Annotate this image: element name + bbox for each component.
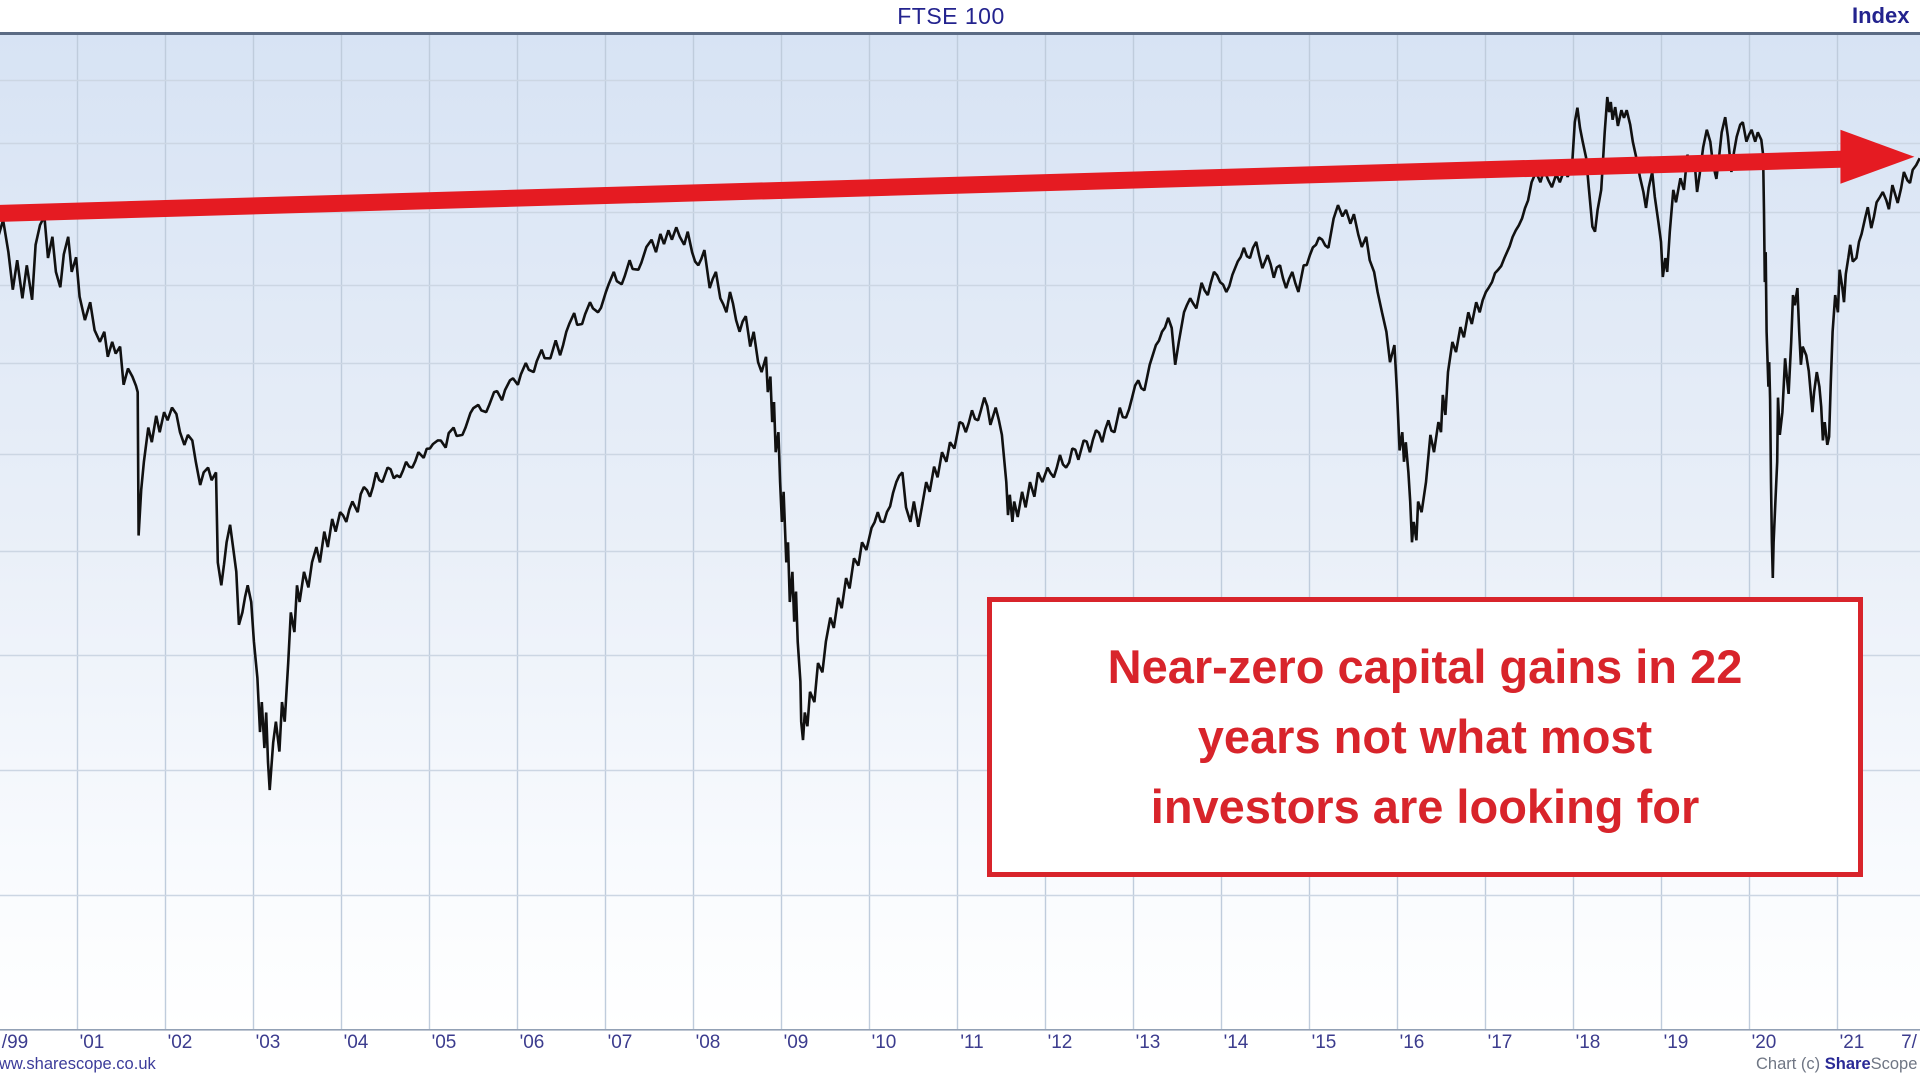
credit-prefix: Chart (c) bbox=[1756, 1055, 1825, 1073]
annotation-line: investors are looking for bbox=[1150, 780, 1700, 833]
x-axis-label: '15 bbox=[1311, 1032, 1337, 1053]
plot-top-border bbox=[0, 32, 1920, 35]
chart-title: FTSE 100 bbox=[897, 3, 1005, 29]
trend-arrow-head bbox=[1840, 129, 1915, 184]
x-axis-label: '01 bbox=[79, 1032, 105, 1053]
credit-suffix: Scope bbox=[1870, 1055, 1918, 1073]
x-axis-label: '18 bbox=[1575, 1032, 1601, 1053]
x-axis-label: '07 bbox=[607, 1032, 633, 1053]
ftse-price-line bbox=[0, 96, 1920, 791]
x-axis-label: '19 bbox=[1663, 1032, 1689, 1053]
chart-credit: Chart (c) ShareScope bbox=[1756, 1055, 1917, 1074]
x-axis-line bbox=[0, 1029, 1920, 1031]
x-axis-label: '08 bbox=[695, 1032, 721, 1053]
x-axis-label: '04 bbox=[343, 1032, 369, 1053]
x-axis-label: '03 bbox=[255, 1032, 281, 1053]
x-axis-label: '09 bbox=[783, 1032, 809, 1053]
x-axis-label: '11 bbox=[960, 1032, 984, 1053]
right-axis-title: Index bbox=[1852, 3, 1910, 28]
x-axis-label: 7/ bbox=[1901, 1032, 1917, 1053]
annotation-box: Near-zero capital gains in 22 years not … bbox=[987, 597, 1863, 877]
x-axis-label: '10 bbox=[871, 1032, 897, 1053]
x-axis-label: '17 bbox=[1487, 1032, 1513, 1053]
x-axis-label: '06 bbox=[519, 1032, 545, 1053]
credit-brand: Share bbox=[1824, 1055, 1871, 1073]
x-axis-label: '02 bbox=[167, 1032, 193, 1053]
x-axis-label: /99 bbox=[1, 1032, 29, 1053]
trend-arrow-shaft bbox=[0, 150, 1857, 222]
x-axis-label: '21 bbox=[1839, 1032, 1865, 1053]
annotation-line: years not what most bbox=[1197, 710, 1653, 763]
x-axis-label: '14 bbox=[1223, 1032, 1249, 1053]
x-axis-label: '13 bbox=[1135, 1032, 1161, 1053]
website-link[interactable]: www.sharescope.co.uk bbox=[0, 1055, 156, 1073]
annotation-line: Near-zero capital gains in 22 bbox=[1107, 640, 1743, 693]
x-axis-label: '16 bbox=[1399, 1032, 1425, 1053]
x-axis-label: '12 bbox=[1047, 1032, 1073, 1053]
x-axis-label: '20 bbox=[1751, 1032, 1777, 1053]
x-axis-label: '05 bbox=[431, 1032, 457, 1053]
